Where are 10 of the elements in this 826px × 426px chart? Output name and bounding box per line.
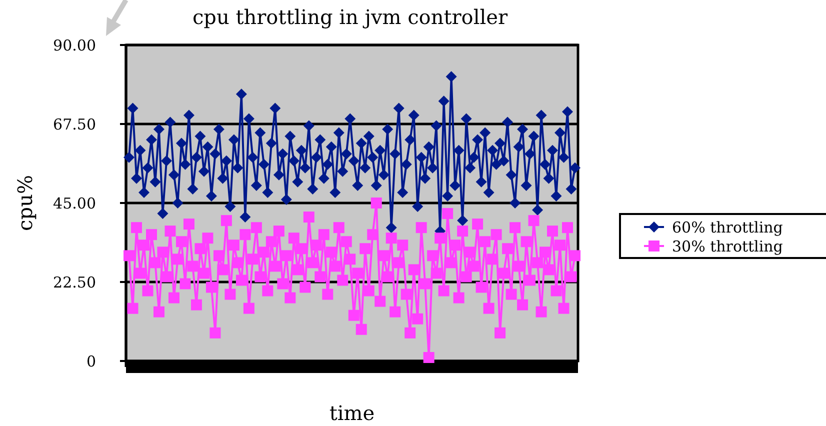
x-axis-title: time bbox=[329, 401, 375, 425]
y-tick-label: 45.00 bbox=[53, 194, 96, 212]
y-tick-label: 0 bbox=[86, 352, 96, 370]
y-tick-label: 67.50 bbox=[53, 115, 96, 134]
y-tick-label: 22.50 bbox=[53, 273, 96, 292]
legend-label: 60% throttling bbox=[672, 218, 784, 236]
legend-label: 30% throttling bbox=[672, 237, 784, 256]
y-axis-title: cpu% bbox=[13, 175, 37, 231]
y-tick-label: 90.00 bbox=[53, 36, 96, 54]
chart-title: cpu throttling in jvm controller bbox=[192, 5, 508, 29]
